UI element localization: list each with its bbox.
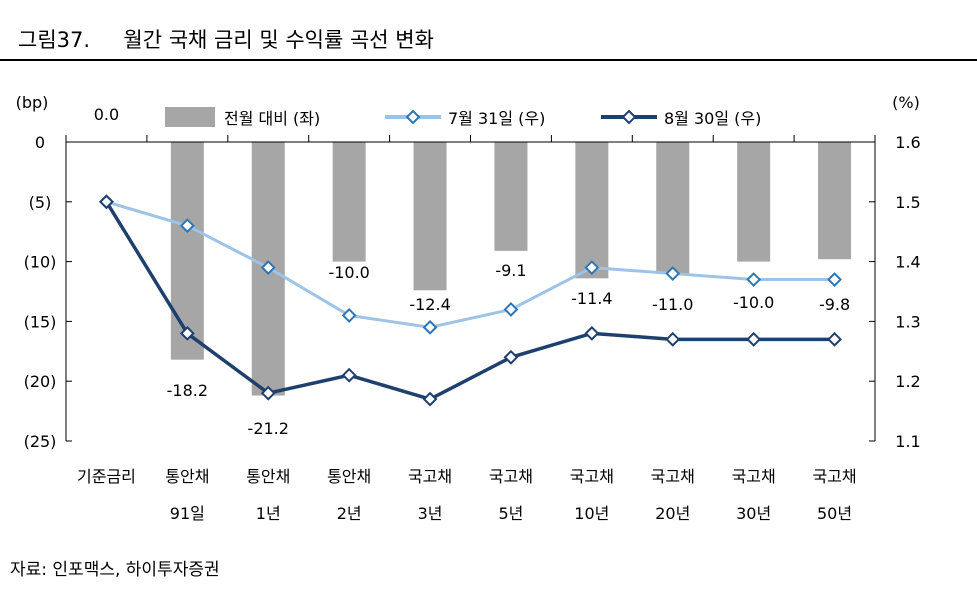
bar (656, 142, 690, 274)
left-tick-label: (25) (24, 432, 57, 451)
series-marker (746, 272, 762, 287)
x-tick-label: 통안채 (165, 467, 209, 486)
series-marker (422, 319, 438, 335)
bar-data-label: -11.4 (571, 289, 612, 308)
series-marker (746, 331, 762, 347)
right-tick-label: 1.4 (895, 253, 920, 272)
series-marker (99, 194, 114, 210)
chart: 0 (5) (10) (15) (20) (25) 1.6 1.5 1.4 1.3 1.2 1.1 (b… (16, 93, 921, 523)
bar-data-label: -10.0 (328, 263, 369, 282)
series-marker (179, 218, 195, 234)
series-marker (584, 260, 600, 275)
bar (575, 142, 609, 279)
bar (737, 142, 771, 262)
bar-data-label: -9.1 (495, 261, 526, 280)
x-tick-label: 국고채 (489, 467, 533, 486)
x-tick-label: 통안채 (327, 467, 371, 486)
series-marker (179, 325, 195, 341)
legend-swatch-bar (165, 107, 215, 127)
series-marker (827, 272, 842, 287)
x-tick-label: 국고채 (408, 467, 452, 486)
series-marker (341, 367, 357, 383)
x-tick-label: 3년 (418, 504, 443, 523)
left-tick-label: (20) (24, 372, 57, 391)
series-marker (584, 325, 600, 341)
x-tick-label: 국고채 (732, 467, 776, 486)
bar-data-label: -10.0 (733, 293, 774, 312)
legend-label: 전월 대비 (좌) (224, 109, 320, 128)
title-rule (0, 59, 977, 61)
left-tick-label: (10) (24, 253, 57, 272)
bar-data-label: -9.8 (819, 295, 850, 314)
x-tick-label: 91일 (170, 504, 205, 523)
bar-data-label: -18.2 (167, 381, 208, 400)
x-tick-label: 통안채 (246, 467, 290, 486)
series-marker (827, 331, 842, 347)
series-marker (503, 349, 519, 365)
series-marker (260, 260, 276, 275)
source-note: 자료: 인포맥스, 하이투자증권 (10, 560, 220, 580)
x-tick-label: 5년 (498, 504, 523, 523)
right-axis-unit: (%) (892, 93, 920, 112)
left-axis-unit: (bp) (16, 93, 49, 112)
right-tick-label: 1.6 (895, 133, 920, 152)
x-tick-label: 2년 (337, 504, 362, 523)
series-marker (422, 391, 438, 407)
x-tick-label: 국고채 (812, 467, 856, 486)
right-tick-label: 1.5 (895, 193, 920, 212)
bar-data-label: 0.0 (94, 105, 119, 124)
right-tick-label: 1.1 (895, 432, 920, 451)
x-tick-label: 국고채 (651, 467, 695, 486)
series-line (104, 200, 835, 402)
x-tick-label: 30년 (736, 504, 771, 523)
bar (413, 142, 447, 291)
left-tick-label: (15) (24, 312, 57, 331)
x-tick-label: 기준금리 (77, 467, 136, 486)
x-tick-label: 10년 (574, 504, 609, 523)
x-tick-label: 국고채 (570, 467, 614, 486)
bar (170, 142, 204, 360)
series-marker (665, 266, 681, 281)
legend-marker (405, 109, 421, 125)
series-line (106, 200, 835, 329)
series-marker (503, 302, 519, 317)
legend-label: 7월 31일 (우) (448, 109, 545, 128)
bar (332, 142, 366, 262)
bar (494, 142, 528, 251)
left-tick-label: 0 (35, 133, 45, 152)
left-tick-label: (5) (29, 193, 52, 212)
x-tick-label: 1년 (256, 504, 281, 523)
bar-data-label: -21.2 (248, 419, 289, 438)
x-tick-label: 50년 (817, 504, 852, 523)
series-marker (665, 331, 681, 347)
series-marker (341, 308, 357, 323)
right-tick-label: 1.3 (895, 312, 920, 331)
bar-data-label: -11.0 (652, 295, 693, 314)
bar (818, 142, 852, 260)
x-tick-label: 20년 (655, 504, 690, 523)
bar-data-label: -12.4 (409, 295, 450, 314)
legend-label: 8월 30일 (우) (664, 109, 761, 128)
right-tick-label: 1.2 (895, 372, 920, 391)
legend-marker (621, 109, 637, 125)
figure-title: 그림37. 월간 국채 금리 및 수익률 곡선 변화 (18, 28, 434, 52)
series-marker (260, 385, 276, 401)
